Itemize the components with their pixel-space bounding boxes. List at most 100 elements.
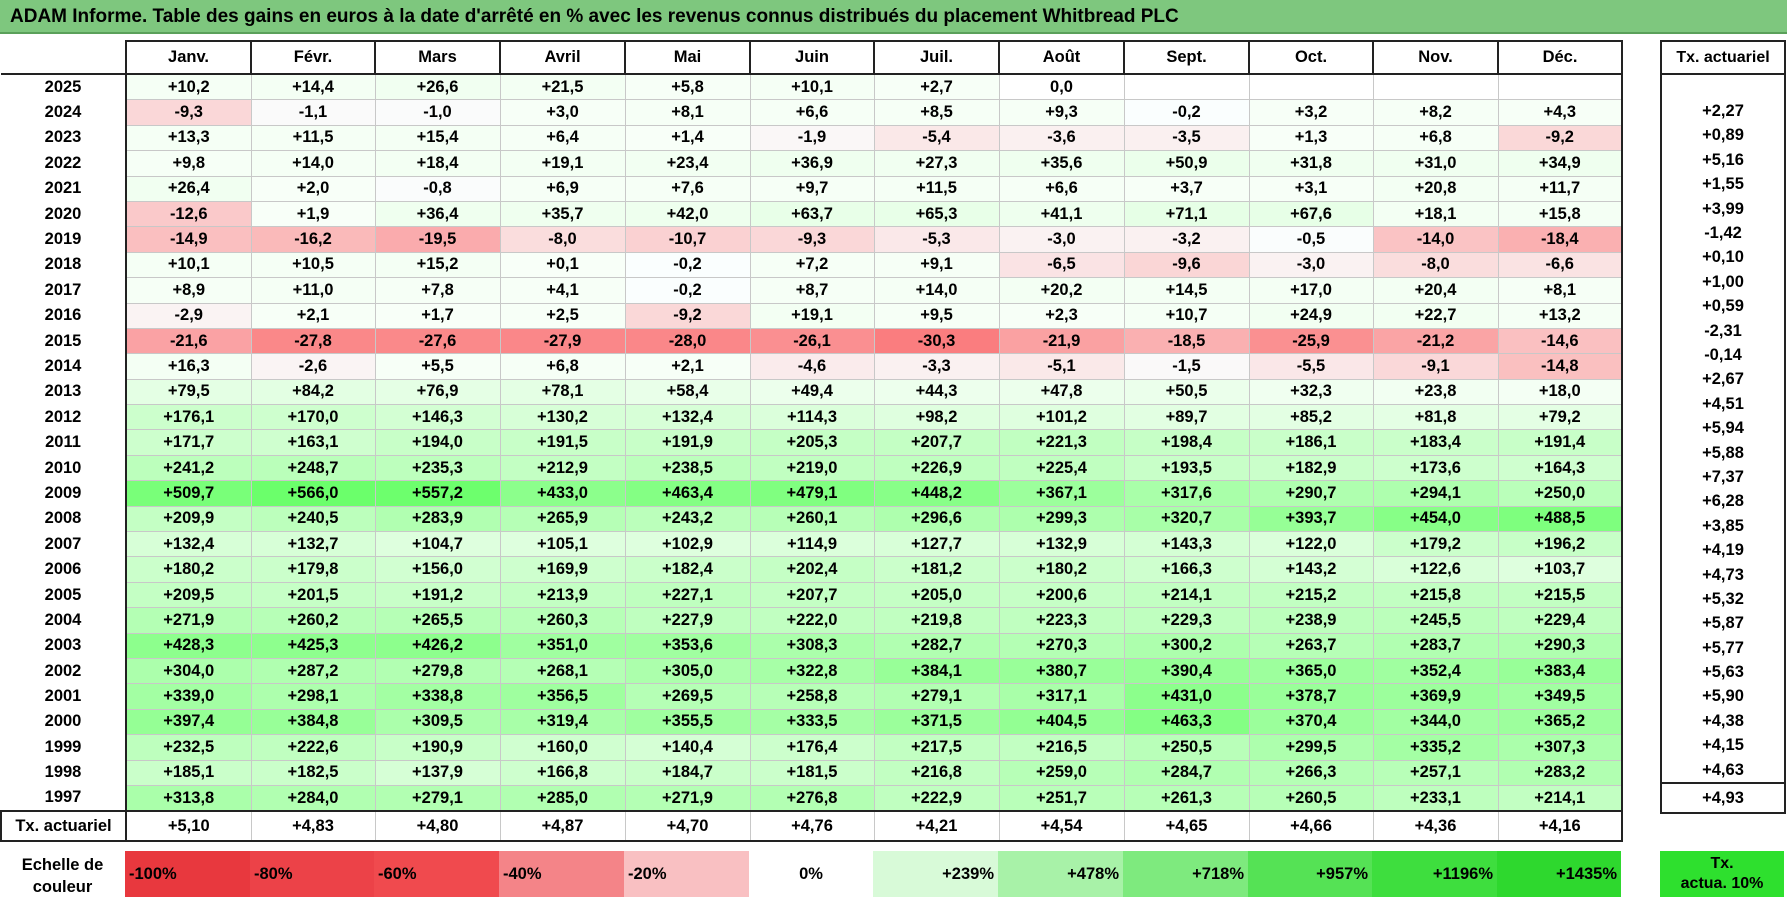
rate-row: +5,94 bbox=[1660, 416, 1786, 441]
gain-cell: -14,6 bbox=[1497, 327, 1623, 355]
gain-cell: +219,0 bbox=[749, 454, 875, 482]
year-label: 2012 bbox=[1, 404, 127, 430]
gain-cell: +294,1 bbox=[1372, 480, 1499, 507]
year-label: 2014 bbox=[1, 353, 127, 380]
gain-cell: -9,1 bbox=[1372, 353, 1499, 380]
gain-cell: +333,5 bbox=[749, 708, 875, 736]
gain-cell: +370,4 bbox=[1248, 708, 1374, 736]
year-label: 2009 bbox=[1, 480, 127, 507]
gain-cell: +283,7 bbox=[1372, 632, 1499, 659]
gain-cell: +114,9 bbox=[749, 531, 875, 558]
gain-cell: +319,4 bbox=[499, 708, 626, 736]
gain-cell: +35,7 bbox=[499, 200, 626, 228]
rate-row: -0,14 bbox=[1660, 343, 1786, 368]
gain-cell: +271,9 bbox=[125, 607, 252, 634]
gain-cell: +3,2 bbox=[1248, 99, 1374, 126]
gain-cell: +191,2 bbox=[374, 581, 501, 609]
month-header-cell: Août bbox=[998, 40, 1125, 75]
rate-cell: +5,32 bbox=[1660, 587, 1786, 612]
table-row: 1999 +232,5 +222,6 +190,9 +160,0 +140,4 +176,4… bbox=[1, 734, 1623, 761]
gain-cell: +448,2 bbox=[873, 480, 1000, 507]
rate-cell: +5,90 bbox=[1660, 684, 1786, 710]
gain-cell: +2,7 bbox=[873, 73, 1000, 101]
gain-cell: -3,6 bbox=[998, 124, 1125, 152]
gain-cell: +130,2 bbox=[499, 404, 626, 431]
gain-cell: +271,9 bbox=[624, 784, 751, 812]
gain-cell: -1,0 bbox=[374, 99, 501, 126]
gain-cell: +251,7 bbox=[998, 784, 1125, 812]
gain-cell: +81,8 bbox=[1372, 404, 1499, 431]
month-header-cell: Nov. bbox=[1372, 40, 1499, 75]
gain-cell: +191,4 bbox=[1497, 429, 1623, 456]
year-label: 2011 bbox=[1, 429, 127, 456]
average-rate-cell: +4,80 bbox=[374, 810, 501, 843]
gain-cell: +1,3 bbox=[1248, 124, 1374, 152]
table-row: 2007 +132,4 +132,7 +104,7 +105,1 +102,9 +114,9… bbox=[1, 531, 1623, 558]
gain-cell: +163,1 bbox=[250, 429, 376, 456]
gain-cell: -5,4 bbox=[873, 124, 1000, 152]
average-rate-cell: +4,65 bbox=[1123, 810, 1250, 843]
table-row: 2008 +209,9 +240,5 +283,9 +265,9 +243,2 +260,1… bbox=[1, 505, 1623, 533]
gain-cell: -0,2 bbox=[624, 251, 751, 279]
gain-cell: +8,1 bbox=[624, 99, 751, 126]
gain-cell: +488,5 bbox=[1497, 505, 1623, 533]
gain-cell: +305,0 bbox=[624, 657, 751, 685]
gain-cell: -3,0 bbox=[998, 226, 1125, 253]
gain-cell: +14,4 bbox=[250, 73, 376, 101]
color-scale-cell: +1435% bbox=[1497, 851, 1621, 897]
gain-cell: +50,5 bbox=[1123, 378, 1250, 406]
gain-cell: +1,4 bbox=[624, 124, 751, 152]
gain-cell: +156,0 bbox=[374, 556, 501, 583]
gain-cell: +23,8 bbox=[1372, 378, 1499, 406]
gain-cell: +191,9 bbox=[624, 429, 751, 456]
year-label: 2018 bbox=[1, 252, 127, 278]
gain-cell: +7,2 bbox=[749, 251, 875, 279]
gain-cell: +219,8 bbox=[873, 607, 1000, 634]
table-row: 2023 +13,3 +11,5 +15,4 +6,4 +1,4 -1,9 -5,4 -3,6-… bbox=[1, 124, 1623, 152]
gain-cell: -28,0 bbox=[624, 327, 751, 355]
rate-cell: +0,59 bbox=[1660, 294, 1786, 319]
gain-cell: +7,6 bbox=[624, 175, 751, 202]
gain-cell: +36,4 bbox=[374, 200, 501, 228]
table-row: 2001 +339,0 +298,1 +338,8 +356,5 +269,5 +258,8… bbox=[1, 683, 1623, 710]
year-label: 2021 bbox=[1, 176, 127, 202]
gain-cell: +9,7 bbox=[749, 175, 875, 202]
gain-cell: -3,0 bbox=[1248, 251, 1374, 279]
gain-cell: +36,9 bbox=[749, 150, 875, 177]
gain-cell: +173,6 bbox=[1372, 454, 1499, 482]
gain-cell: +79,5 bbox=[125, 378, 252, 406]
gain-cell: -0,8 bbox=[374, 175, 501, 202]
gain-cell: +283,9 bbox=[374, 505, 501, 533]
gain-cell: +17,0 bbox=[1248, 277, 1374, 304]
gain-cell: +227,9 bbox=[624, 607, 751, 634]
gain-cell: +6,6 bbox=[749, 99, 875, 126]
year-label: 2017 bbox=[1, 277, 127, 304]
table-row: 1997 +313,8 +284,0 +279,1 +285,0 +271,9 +276,8… bbox=[1, 784, 1623, 812]
gain-cell: +250,5 bbox=[1123, 734, 1250, 761]
gain-cell: +71,1 bbox=[1123, 200, 1250, 228]
gain-cell: +209,9 bbox=[125, 505, 252, 533]
gain-cell: +216,5 bbox=[998, 734, 1125, 761]
rate-cell: +5,63 bbox=[1660, 660, 1786, 685]
gain-cell: +191,5 bbox=[499, 429, 626, 456]
table-row: 2004 +271,9 +260,2 +265,5 +260,3 +227,9 +222,0… bbox=[1, 607, 1623, 634]
gain-cell: +27,3 bbox=[873, 150, 1000, 177]
gain-cell: +365,0 bbox=[1248, 657, 1374, 685]
table-row: 2025 +10,2 +14,4 +26,6 +21,5 +5,8 +10,1 +2,7 0,0 bbox=[1, 73, 1623, 101]
report-title: ADAM Informe. Table des gains en euros à… bbox=[0, 0, 1787, 34]
gain-cell: +566,0 bbox=[250, 480, 376, 507]
gain-cell: +384,1 bbox=[873, 657, 1000, 685]
table-row: 2017 +8,9 +11,0 +7,8 +4,1 -0,2 +8,7 +14,0 +20,2 +… bbox=[1, 277, 1623, 304]
rate-row: +5,63 bbox=[1660, 660, 1786, 685]
gain-cell: -2,6 bbox=[250, 353, 376, 380]
rate-cell: +4,73 bbox=[1660, 562, 1786, 588]
year-label: 2001 bbox=[1, 683, 127, 710]
rate-row: +4,73 bbox=[1660, 562, 1786, 588]
color-scale-cell: +1196% bbox=[1372, 851, 1497, 897]
gain-cell: +5,8 bbox=[624, 73, 751, 101]
gain-cell: +137,9 bbox=[374, 759, 501, 786]
gain-cell: +13,2 bbox=[1497, 302, 1623, 329]
rate-cell: +5,77 bbox=[1660, 635, 1786, 661]
rate-row: +5,32 bbox=[1660, 587, 1786, 612]
year-label: 2008 bbox=[1, 506, 127, 532]
